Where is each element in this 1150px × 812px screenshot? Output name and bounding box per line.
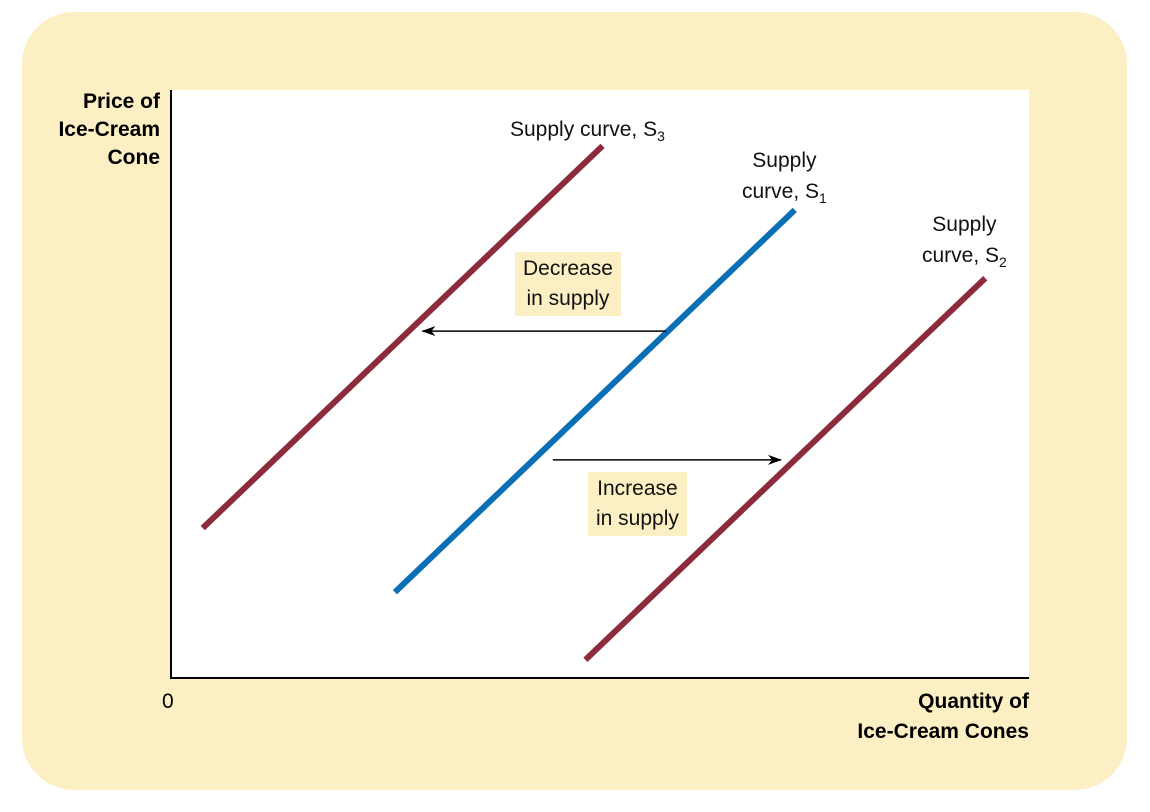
s3-label: Supply curve, S3	[510, 118, 665, 145]
supply-curve-s3	[200, 143, 605, 531]
supply-curve-s2	[583, 275, 988, 662]
plot-area	[171, 90, 1029, 678]
origin-label: 0	[162, 690, 174, 713]
x-axis-label: Quantity of Ice-Cream Cones	[857, 690, 1029, 743]
s2-label: Supply curve, S2	[922, 213, 1007, 271]
y-axis-label: Price of Ice-Cream Cone	[58, 90, 160, 169]
decrease-label: Decrease in supply	[515, 252, 621, 316]
s1-label: Supply curve, S1	[742, 149, 827, 207]
supply-curve-s1	[392, 207, 797, 595]
increase-label: Increase in supply	[588, 472, 687, 536]
